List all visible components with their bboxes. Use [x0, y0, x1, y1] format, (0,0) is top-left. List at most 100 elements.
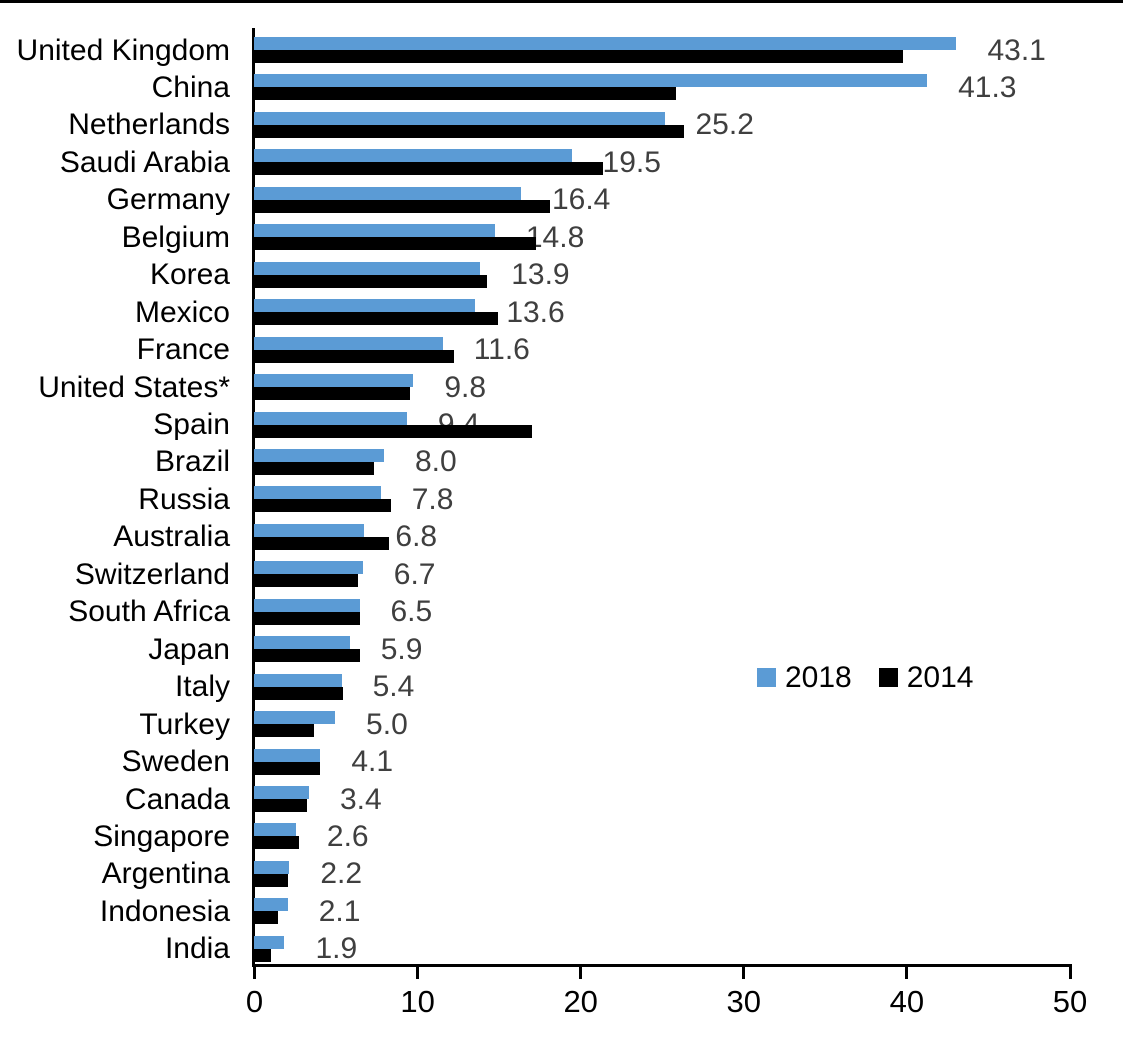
bar-2014	[253, 461, 375, 475]
bar-2018	[253, 149, 572, 163]
bar-2014	[253, 948, 272, 962]
bar-2014	[253, 124, 685, 138]
bar-2014	[253, 611, 360, 625]
value-label: 1.9	[315, 932, 358, 966]
top-border-rule	[0, 0, 1123, 3]
bar-2018	[253, 523, 365, 537]
bar-2018	[253, 299, 476, 313]
category-label: Switzerland	[74, 557, 230, 591]
category-label: United States*	[38, 370, 230, 404]
value-label: 19.5	[602, 145, 661, 179]
value-label: 2.1	[318, 894, 361, 928]
category-label: Spain	[153, 408, 230, 441]
value-label: 43.1	[987, 33, 1046, 67]
bar-2014	[253, 387, 411, 401]
tick-mark	[905, 964, 909, 979]
bar-2018	[253, 823, 296, 837]
value-label: 11.6	[473, 333, 530, 367]
bar-2018	[253, 74, 928, 88]
tick-label: 0	[245, 984, 264, 1019]
category-label: Australia	[113, 520, 230, 554]
bar-2014	[253, 836, 300, 850]
bar-2014	[253, 162, 603, 176]
bar-2018	[253, 186, 521, 200]
value-label: 5.4	[372, 670, 415, 704]
bar-2018	[253, 935, 285, 949]
legend-item-2018: 2018	[757, 662, 852, 693]
category-label: Canada	[124, 782, 230, 816]
value-label: 13.6	[506, 295, 565, 329]
category-label: India	[164, 932, 230, 966]
bar-2018	[253, 37, 957, 50]
category-label: Indonesia	[99, 894, 230, 928]
category-label: Argentina	[101, 857, 230, 891]
category-label: Russia	[138, 482, 230, 516]
tick-mark	[253, 964, 256, 979]
tick-label: 20	[563, 984, 598, 1019]
bar-2014	[253, 87, 676, 101]
legend-label: 2018	[785, 661, 852, 694]
legend-item-2014: 2014	[878, 661, 974, 694]
bar-2014	[253, 873, 288, 887]
category-label: South Africa	[68, 595, 230, 629]
category-label: Germany	[106, 183, 230, 217]
value-label: 6.5	[390, 595, 433, 629]
value-label: 25.2	[695, 108, 754, 142]
category-label: France	[136, 333, 230, 367]
bar-2018	[253, 860, 290, 874]
bar-2014	[253, 911, 278, 925]
tick-label: 10	[400, 984, 435, 1019]
bar-2014	[253, 536, 389, 550]
bar-2018	[253, 748, 321, 762]
bar-2018	[253, 561, 363, 575]
tick-label: 50	[1052, 984, 1088, 1019]
value-label: 5.0	[366, 707, 408, 741]
x-axis-line	[252, 964, 1072, 967]
bar-2018	[253, 673, 342, 687]
bar-2018	[253, 598, 360, 612]
tick-mark	[1068, 964, 1072, 979]
category-label: China	[151, 70, 230, 104]
category-label: Turkey	[139, 707, 230, 741]
value-label: 3.4	[339, 782, 382, 816]
category-label: Korea	[149, 258, 230, 292]
bar-2018	[253, 711, 336, 725]
legend-swatch-2014	[878, 668, 898, 687]
bar-2014	[253, 761, 321, 775]
tick-mark	[742, 964, 746, 979]
category-label: United Kingdom	[16, 33, 230, 67]
value-label: 2.6	[326, 819, 369, 853]
value-label: 4.1	[351, 745, 394, 779]
bar-2018	[253, 898, 288, 912]
tick-label: 40	[889, 984, 925, 1019]
legend-swatch-2018	[757, 668, 776, 687]
category-label: Brazil	[154, 445, 230, 479]
bar-2014	[253, 649, 360, 663]
bar-2018	[253, 261, 481, 275]
legend-label: 2014	[906, 661, 974, 694]
bar-2014	[253, 799, 308, 812]
bar-2014	[253, 349, 455, 363]
value-label: 9.8	[444, 370, 487, 404]
value-label: 5.9	[380, 632, 423, 666]
bar-2014	[253, 686, 344, 700]
category-label: Italy	[174, 670, 230, 704]
bar-2018	[253, 336, 443, 350]
bar-2014	[253, 499, 391, 513]
legend: 2018 2014	[757, 662, 974, 693]
bar-2018	[253, 486, 381, 500]
value-label: 16.4	[551, 183, 611, 217]
bar-2014	[253, 274, 487, 288]
value-label: 7.8	[411, 482, 454, 516]
category-label: Belgium	[121, 220, 230, 254]
tick-label: 30	[726, 984, 762, 1019]
category-label: Mexico	[134, 295, 230, 329]
bar-2018	[253, 411, 407, 425]
category-label: Netherlands	[68, 108, 230, 142]
tick-mark	[579, 964, 583, 979]
bar-2014	[253, 50, 903, 63]
bar-2014	[253, 574, 358, 588]
category-label: Sweden	[121, 745, 230, 779]
bar-2018	[253, 786, 309, 799]
